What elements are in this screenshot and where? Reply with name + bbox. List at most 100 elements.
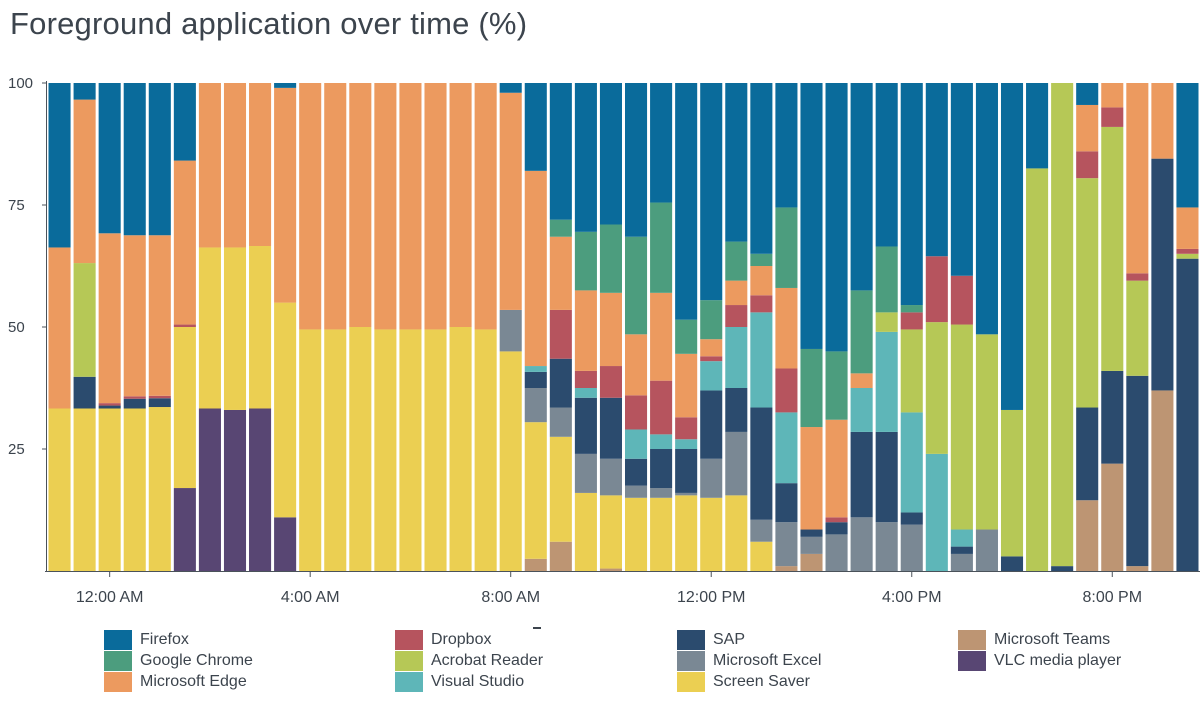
bar-segment-microsoft-excel (800, 536, 823, 554)
bar-segment-firefox (1076, 83, 1099, 105)
bar-segment-microsoft-excel (599, 458, 622, 496)
bar-segment-firefox (975, 83, 998, 335)
bar-column (850, 83, 873, 571)
bar-segment-acrobat-reader (950, 324, 973, 530)
bar-column (98, 83, 121, 571)
bar-segment-firefox (950, 83, 973, 276)
chart-legend: Firefox Google Chrome Microsoft Edge Dropbo… (0, 622, 1200, 701)
bar-segment-microsoft-edge (499, 92, 522, 310)
legend-label: Screen Saver (713, 673, 810, 690)
bar-column (599, 83, 622, 571)
legend-label: Microsoft Edge (140, 673, 247, 690)
bar-segment-firefox (73, 83, 96, 100)
x-tick-label: 8:00 PM (1082, 589, 1142, 606)
bar-column (299, 83, 322, 571)
bar-segment-microsoft-edge (549, 236, 572, 310)
bar-segment-screen-saver (499, 351, 522, 571)
legend-label: VLC media player (994, 652, 1122, 669)
bar-column (825, 83, 848, 571)
bar-segment-microsoft-excel (900, 524, 923, 571)
bar-segment-sap (825, 522, 848, 535)
x-tick-label: 4:00 PM (882, 589, 942, 606)
legend-swatch (104, 672, 132, 692)
bar-segment-sap (148, 398, 171, 408)
bar-segment-sap (98, 405, 121, 409)
bar-segment-google-chrome (725, 241, 748, 281)
bar-segment-visual-studio (875, 331, 898, 432)
legend-item-vlc-media-player: VLC media player (958, 651, 1121, 671)
bar-segment-screen-saver (725, 495, 748, 571)
bar-segment-vlc-media-player (274, 517, 297, 571)
bar-segment-screen-saver (148, 407, 171, 571)
bar-segment-visual-studio (775, 412, 798, 484)
bar-column (1076, 83, 1099, 571)
bar-segment-firefox (1176, 83, 1199, 208)
bar-segment-acrobat-reader (73, 263, 96, 377)
bar-segment-visual-studio (900, 412, 923, 513)
bar-segment-acrobat-reader (900, 329, 923, 413)
legend-swatch (104, 651, 132, 671)
bar-segment-screen-saver (625, 497, 648, 571)
bar-segment-screen-saver (650, 497, 673, 571)
bar-segment-google-chrome (900, 305, 923, 313)
bar-segment-screen-saver (274, 302, 297, 518)
bar-segment-acrobat-reader (1176, 253, 1199, 259)
x-tick-label: 4:00 AM (281, 589, 340, 606)
bar-segment-firefox (274, 83, 297, 88)
bar-segment-microsoft-edge (574, 290, 597, 371)
bar-segment-google-chrome (750, 253, 773, 266)
bar-segment-microsoft-edge (349, 83, 372, 327)
bar-segment-screen-saver (223, 247, 247, 410)
legend-item-sap: SAP (677, 630, 745, 650)
bar-segment-screen-saver (399, 329, 422, 571)
bar-segment-microsoft-excel (700, 458, 723, 498)
bar-column (775, 83, 798, 571)
bar-column (1126, 83, 1149, 571)
bar-segment-google-chrome (625, 236, 648, 335)
bar-segment-screen-saver (123, 408, 146, 571)
bar-segment-acrobat-reader (975, 334, 998, 530)
bar-segment-screen-saver (173, 327, 196, 489)
bar-segment-microsoft-teams (1126, 566, 1149, 571)
bar-column (925, 83, 948, 571)
bar-segment-visual-studio (650, 434, 673, 449)
bar-segment-acrobat-reader (1126, 280, 1149, 376)
legend-swatch (395, 630, 423, 650)
bar-segment-google-chrome (875, 246, 898, 313)
bar-segment-microsoft-edge (48, 247, 71, 409)
bar-segment-dropbox (775, 368, 798, 413)
legend-swatch (395, 651, 423, 671)
bar-segment-dropbox (1176, 248, 1199, 254)
bar-segment-microsoft-teams (800, 553, 823, 571)
bar-segment-dropbox (675, 417, 698, 440)
bar-segment-screen-saver (324, 329, 347, 571)
bar-column (399, 83, 422, 571)
bar-column (524, 83, 547, 571)
bar-segment-microsoft-edge (725, 280, 748, 306)
bar-segment-dropbox (173, 324, 196, 327)
bar-segment-dropbox (950, 275, 973, 325)
bar-segment-microsoft-edge (474, 83, 497, 330)
bar-segment-acrobat-reader (1101, 126, 1124, 371)
bar-segment-microsoft-edge (173, 160, 196, 325)
bar-column (574, 83, 597, 571)
bar-segment-microsoft-edge (198, 83, 221, 248)
bar-segment-microsoft-edge (299, 83, 322, 330)
legend-swatch (677, 630, 705, 650)
bar-segment-google-chrome (825, 351, 848, 420)
bar-segment-visual-studio (675, 439, 698, 449)
bar-column (374, 83, 397, 571)
bar-segment-microsoft-excel (875, 522, 898, 571)
bar-segment-microsoft-edge (625, 334, 648, 396)
legend-swatch (677, 651, 705, 671)
legend-item-firefox: Firefox (104, 630, 189, 650)
bar-segment-sap (1076, 407, 1099, 501)
legend-item-dropbox: Dropbox (395, 630, 491, 650)
bar-segment-dropbox (900, 312, 923, 330)
bar-segment-firefox (875, 83, 898, 247)
bar-column (349, 83, 372, 571)
bar-segment-google-chrome (675, 319, 698, 354)
bar-segment-dropbox (123, 396, 146, 399)
stacked-bar-chart: 25 50 75 100 12:00 AM 4:00 AM 8:00 AM 12:00 PM 4… (8, 75, 1200, 606)
bar-segment-screen-saver (374, 329, 397, 571)
